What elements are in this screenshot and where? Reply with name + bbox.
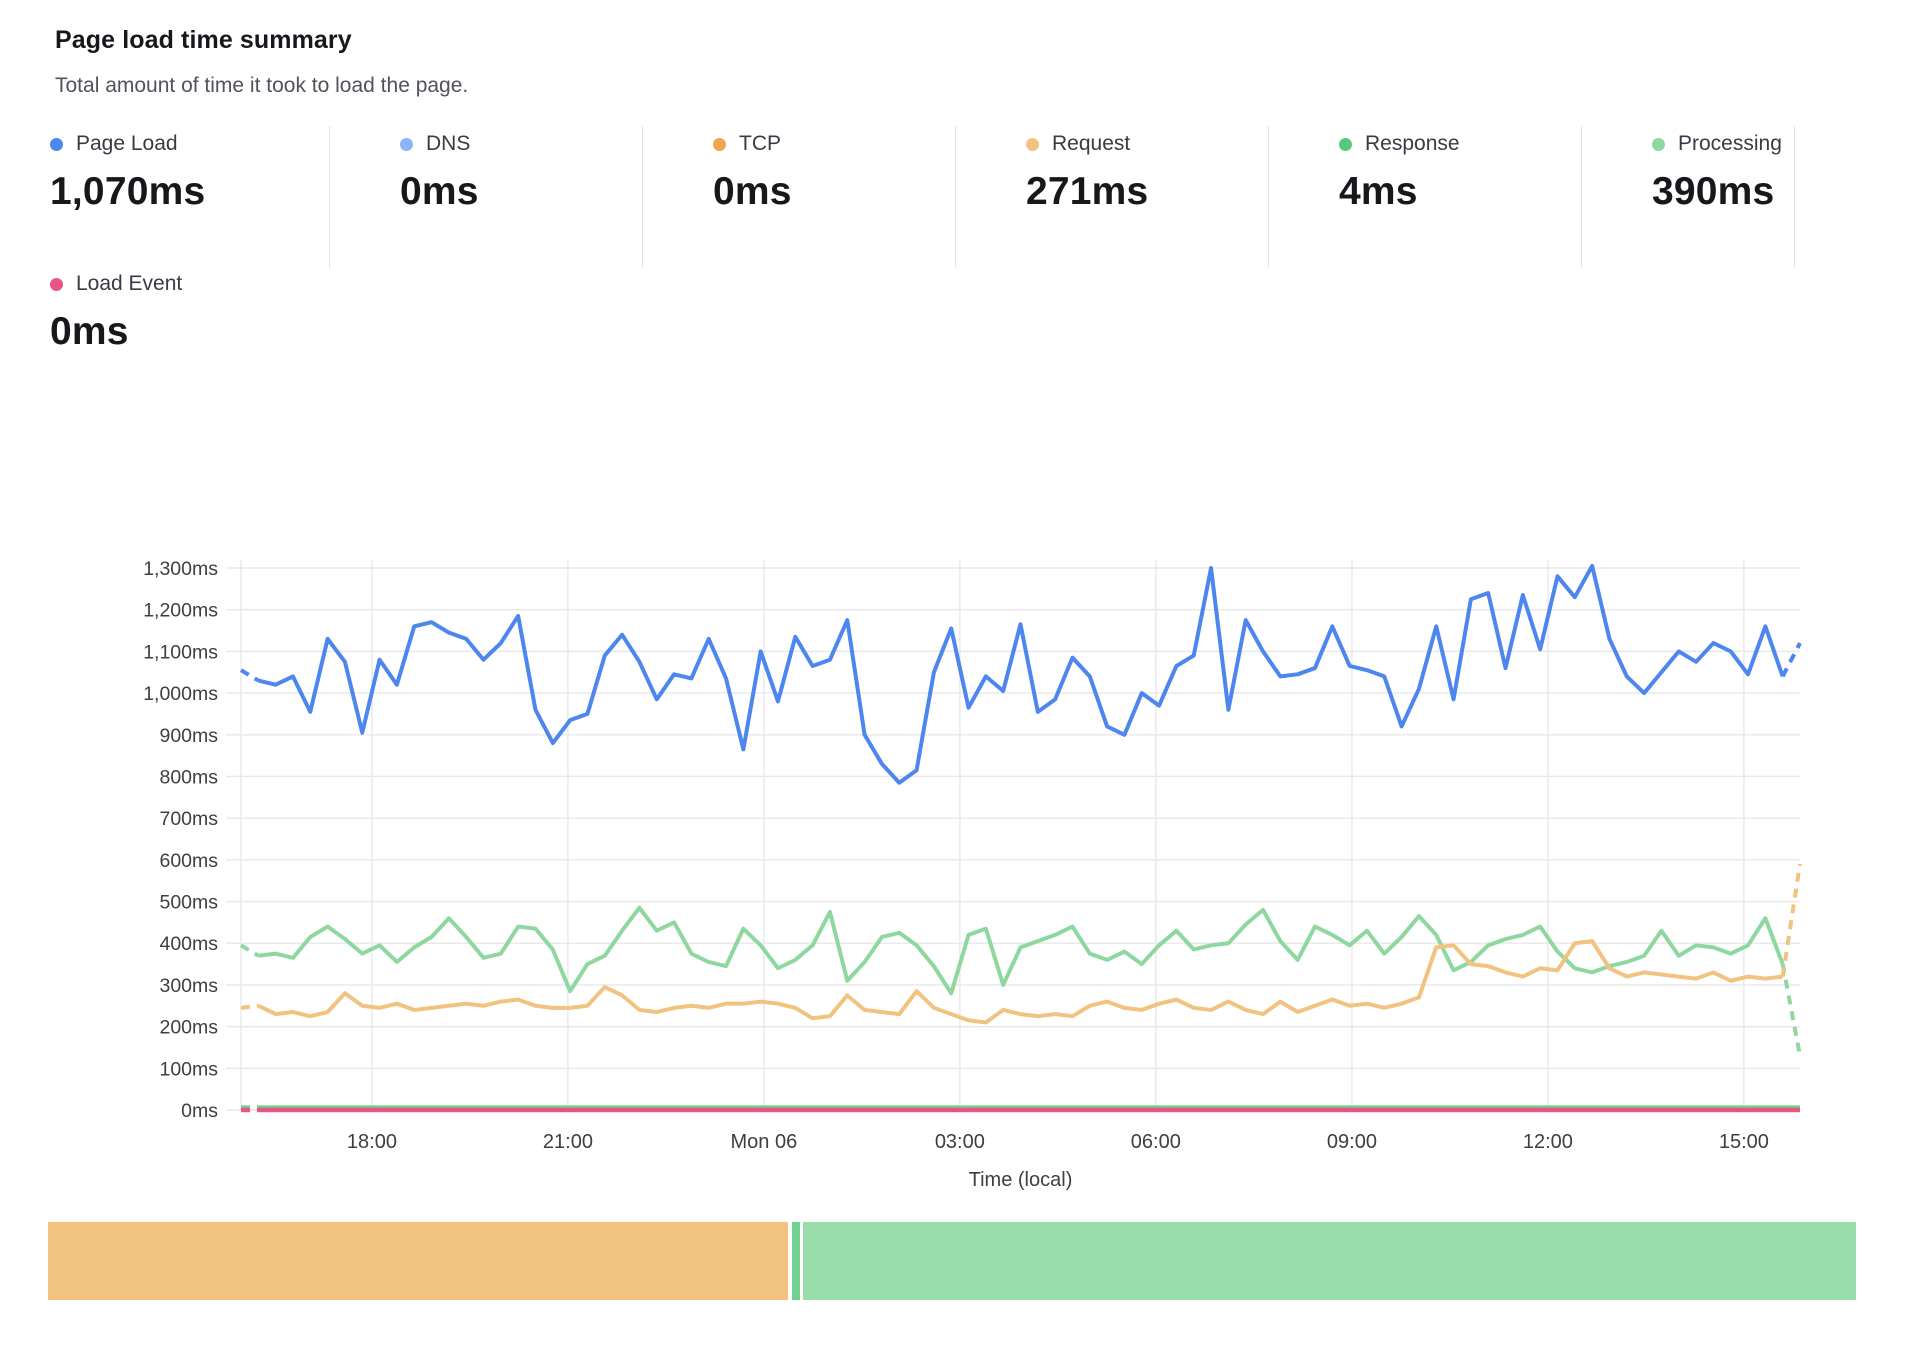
- metric-load-event: Load Event 0ms: [50, 272, 182, 354]
- y-tick-label: 600ms: [159, 850, 218, 872]
- metric-tcp: TCP 0ms: [643, 126, 956, 268]
- metric-value: 0ms: [400, 170, 479, 213]
- x-tick-label: 03:00: [935, 1131, 985, 1153]
- page-load-dot-icon: [50, 137, 63, 151]
- series-request: [240, 863, 1802, 1025]
- page-load-time-chart[interactable]: 0ms 100ms 200ms 300ms 400ms 500ms 600ms 700ms 80…: [0, 540, 1910, 1225]
- y-tick-label: 800ms: [159, 766, 218, 788]
- series-page-load: [239, 563, 1802, 785]
- chart-axis-labels: 0ms 100ms 200ms 300ms 400ms 500ms 600ms 700ms 80…: [143, 558, 1769, 1191]
- legend-item: TCP: [713, 132, 955, 156]
- metric-value: 271ms: [1026, 170, 1149, 213]
- legend-item: Response: [1339, 132, 1581, 156]
- metric-processing: Processing 390ms: [1582, 126, 1795, 268]
- metric-value: 1,070ms: [50, 170, 206, 213]
- x-tick-label: 15:00: [1719, 1131, 1769, 1153]
- x-tick-label: 21:00: [543, 1131, 593, 1153]
- metrics-row: Page Load 1,070ms DNS 0ms TCP 0ms Reques…: [50, 126, 1795, 268]
- metric-label: Response: [1365, 132, 1460, 155]
- metric-value: 0ms: [713, 170, 792, 213]
- y-tick-label: 900ms: [159, 725, 218, 747]
- legend-item: Load Event: [50, 272, 182, 296]
- y-tick-label: 500ms: [159, 892, 218, 914]
- bar-segment-response-portion: [791, 1222, 800, 1300]
- page-subtitle: Total amount of time it took to load the…: [55, 74, 469, 97]
- y-tick-label: 400ms: [159, 933, 218, 955]
- y-tick-label: 1,300ms: [143, 558, 218, 580]
- series-processing: [239, 905, 1802, 1057]
- processing-dot-icon: [1652, 137, 1665, 151]
- x-axis-title: Time (local): [969, 1169, 1073, 1191]
- request-dot-icon: [1026, 137, 1039, 151]
- metric-value: 390ms: [1652, 170, 1775, 213]
- legend-item: Processing: [1652, 132, 1794, 156]
- y-tick-label: 0ms: [181, 1100, 218, 1122]
- dns-dot-icon: [400, 137, 413, 151]
- metric-value: 4ms: [1339, 170, 1418, 213]
- bar-segment-processing-portion: [803, 1222, 1856, 1300]
- legend-item: DNS: [400, 132, 642, 156]
- metric-label: Request: [1052, 132, 1131, 155]
- x-tick-label: 06:00: [1131, 1131, 1181, 1153]
- x-tick-label: Mon 06: [731, 1131, 798, 1153]
- x-tick-label: 12:00: [1523, 1131, 1573, 1153]
- timing-distribution-bar: [48, 1222, 1856, 1300]
- tcp-dot-icon: [713, 137, 726, 151]
- y-tick-label: 1,200ms: [143, 600, 218, 622]
- metric-label: DNS: [426, 132, 471, 155]
- response-dot-icon: [1339, 137, 1352, 151]
- y-tick-label: 1,000ms: [143, 683, 218, 705]
- bar-segment-request-portion: [48, 1222, 788, 1300]
- metric-label: Page Load: [76, 132, 178, 155]
- metric-dns: DNS 0ms: [330, 126, 643, 268]
- metric-label: Processing: [1678, 132, 1782, 155]
- metric-request: Request 271ms: [956, 126, 1269, 268]
- y-tick-label: 200ms: [159, 1017, 218, 1039]
- y-tick-label: 300ms: [159, 975, 218, 997]
- legend-item: Page Load: [50, 132, 329, 156]
- legend-item: Request: [1026, 132, 1268, 156]
- metric-page-load: Page Load 1,070ms: [50, 126, 330, 268]
- metric-value: 0ms: [50, 310, 129, 353]
- metric-label: Load Event: [76, 272, 183, 295]
- x-tick-label: 18:00: [347, 1131, 397, 1153]
- y-tick-label: 1,100ms: [143, 641, 218, 663]
- y-tick-label: 700ms: [159, 808, 218, 830]
- y-tick-label: 100ms: [159, 1058, 218, 1080]
- x-tick-label: 09:00: [1327, 1131, 1377, 1153]
- load-event-dot-icon: [50, 277, 63, 291]
- metric-response: Response 4ms: [1269, 126, 1582, 268]
- chart-svg: 0ms 100ms 200ms 300ms 400ms 500ms 600ms 700ms 80…: [143, 558, 1802, 1191]
- page-title: Page load time summary: [55, 26, 352, 54]
- chart-grid: [226, 560, 1800, 1111]
- metric-label: TCP: [739, 132, 781, 155]
